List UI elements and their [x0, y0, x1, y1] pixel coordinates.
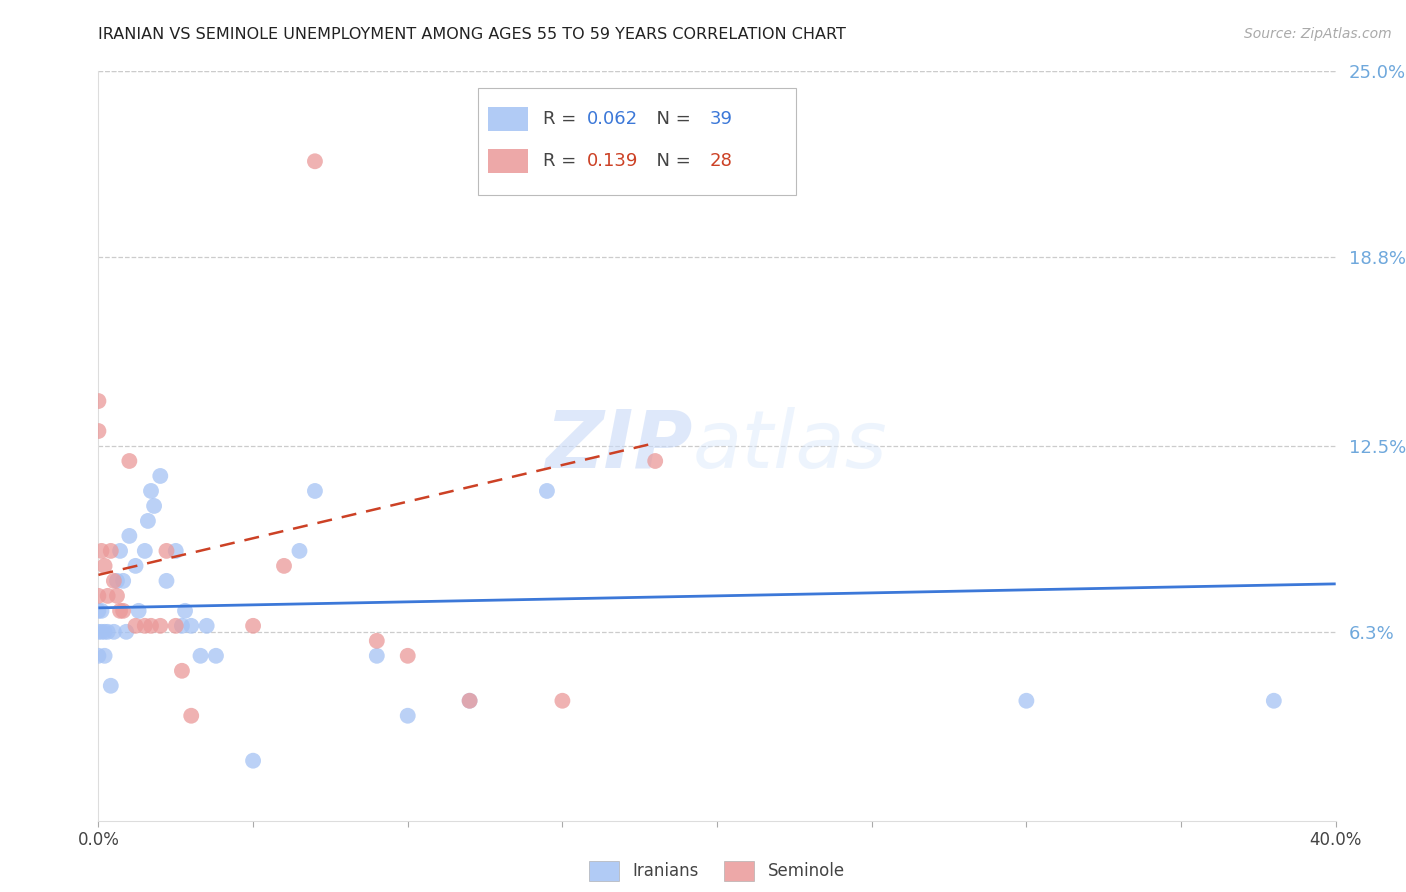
Point: [139, 483, 162, 498]
Point: [128, 604, 150, 618]
Point: [93, 558, 115, 573]
Point: [118, 454, 141, 468]
FancyBboxPatch shape: [478, 87, 796, 195]
Point: [118, 529, 141, 543]
Text: 39: 39: [710, 110, 733, 128]
Point: [134, 619, 156, 633]
Point: [105, 574, 128, 588]
Bar: [488, 106, 527, 130]
Text: ZIP: ZIP: [546, 407, 692, 485]
Legend: Iranians, Seminole: Iranians, Seminole: [583, 855, 851, 888]
Point: [90, 544, 112, 558]
Point: [155, 574, 177, 588]
Point: [170, 664, 193, 678]
Point: [87, 624, 110, 639]
Point: [288, 544, 311, 558]
Point: [136, 514, 159, 528]
Point: [190, 648, 212, 663]
Point: [103, 624, 125, 639]
Point: [458, 694, 481, 708]
Point: [155, 544, 177, 558]
Text: 28: 28: [710, 153, 733, 170]
Point: [90, 624, 112, 639]
Point: [366, 648, 388, 663]
Text: atlas: atlas: [692, 407, 887, 485]
Point: [551, 694, 574, 708]
Point: [87, 424, 110, 438]
Text: R =: R =: [543, 110, 582, 128]
Point: [396, 708, 419, 723]
Point: [134, 544, 156, 558]
Point: [149, 619, 172, 633]
Point: [108, 544, 131, 558]
Point: [108, 604, 131, 618]
Point: [93, 624, 115, 639]
Point: [115, 624, 138, 639]
Point: [87, 604, 110, 618]
Point: [644, 454, 666, 468]
Point: [1263, 694, 1285, 708]
Point: [90, 604, 112, 618]
Point: [143, 499, 166, 513]
Point: [458, 694, 481, 708]
Point: [242, 754, 264, 768]
Text: 0.139: 0.139: [588, 153, 638, 170]
Point: [180, 619, 202, 633]
Point: [100, 544, 122, 558]
Point: [100, 679, 122, 693]
Point: [180, 708, 202, 723]
Text: N =: N =: [645, 110, 697, 128]
Point: [105, 589, 128, 603]
Text: R =: R =: [543, 153, 582, 170]
Point: [304, 483, 326, 498]
Point: [242, 619, 264, 633]
Point: [1015, 694, 1038, 708]
Point: [93, 648, 115, 663]
Point: [174, 604, 197, 618]
Text: IRANIAN VS SEMINOLE UNEMPLOYMENT AMONG AGES 55 TO 59 YEARS CORRELATION CHART: IRANIAN VS SEMINOLE UNEMPLOYMENT AMONG A…: [98, 27, 846, 42]
Point: [304, 154, 326, 169]
Point: [103, 574, 125, 588]
Text: N =: N =: [645, 153, 697, 170]
Point: [112, 574, 135, 588]
Point: [366, 633, 388, 648]
Text: Source: ZipAtlas.com: Source: ZipAtlas.com: [1244, 27, 1392, 41]
Point: [205, 648, 228, 663]
Point: [87, 648, 110, 663]
Point: [97, 624, 120, 639]
Point: [536, 483, 558, 498]
Text: 0.062: 0.062: [588, 110, 638, 128]
Point: [149, 469, 172, 483]
Point: [195, 619, 218, 633]
Point: [165, 544, 187, 558]
Point: [112, 604, 135, 618]
Point: [170, 619, 193, 633]
Point: [87, 589, 110, 603]
Point: [87, 394, 110, 409]
Point: [139, 619, 162, 633]
Point: [165, 619, 187, 633]
Point: [273, 558, 295, 573]
Bar: [488, 149, 527, 173]
Point: [396, 648, 419, 663]
Point: [97, 589, 120, 603]
Point: [124, 558, 146, 573]
Point: [124, 619, 146, 633]
